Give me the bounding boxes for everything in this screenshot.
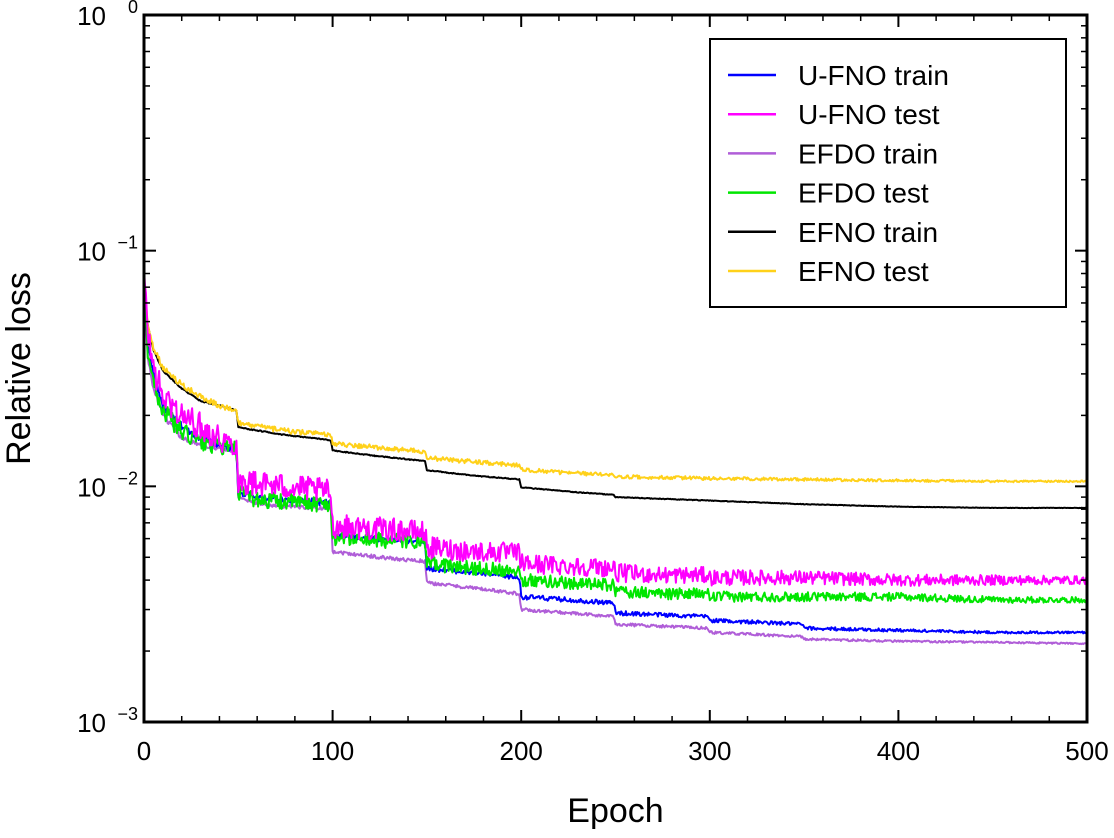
series-line-efdo-test — [143, 286, 1088, 604]
legend-label: EFNO test — [798, 256, 929, 287]
x-tick-label: 400 — [877, 736, 920, 766]
y-tick-label: 10 — [77, 1, 106, 31]
y-tick-label: 10 — [77, 237, 106, 267]
y-axis-title: Relative loss — [0, 272, 38, 465]
x-tick-label: 200 — [500, 736, 543, 766]
series-line-efno-train — [143, 287, 1088, 510]
legend-label: U-FNO test — [798, 99, 940, 130]
y-tick-exponent: −1 — [117, 233, 138, 253]
series-line-efno-test — [143, 287, 1088, 484]
legend-box — [709, 38, 1067, 308]
y-tick-label: 10 — [77, 708, 106, 738]
legend: U-FNO train U-FNO test EFDO train EFDO test… — [709, 38, 1067, 308]
x-tick-label: 100 — [311, 736, 354, 766]
series-layer — [143, 268, 1088, 646]
plot-frame — [142, 13, 1089, 724]
legend-label: U-FNO train — [798, 60, 949, 91]
y-tick-label: 10 — [77, 472, 106, 502]
legend-label: EFDO train — [798, 138, 938, 169]
legend-label: EFDO test — [798, 178, 929, 209]
y-tick-exponent: −2 — [117, 468, 138, 488]
y-tick-exponent: 0 — [128, 0, 138, 17]
x-tick-label: 300 — [688, 736, 731, 766]
x-tick-label: 500 — [1065, 736, 1108, 766]
series-line-efdo-train — [143, 286, 1088, 646]
y-tick-base: 10 — [77, 472, 106, 502]
y-tick-base: 10 — [77, 237, 106, 267]
y-tick-base: 10 — [77, 1, 106, 31]
x-tick-label: 0 — [137, 736, 151, 766]
legend-label: EFNO train — [798, 217, 938, 248]
y-tick-exponent: −3 — [117, 704, 138, 724]
series-line-u-fno-test — [143, 268, 1088, 587]
y-tick-base: 10 — [77, 708, 106, 738]
x-axis-title: Epoch — [567, 792, 663, 830]
